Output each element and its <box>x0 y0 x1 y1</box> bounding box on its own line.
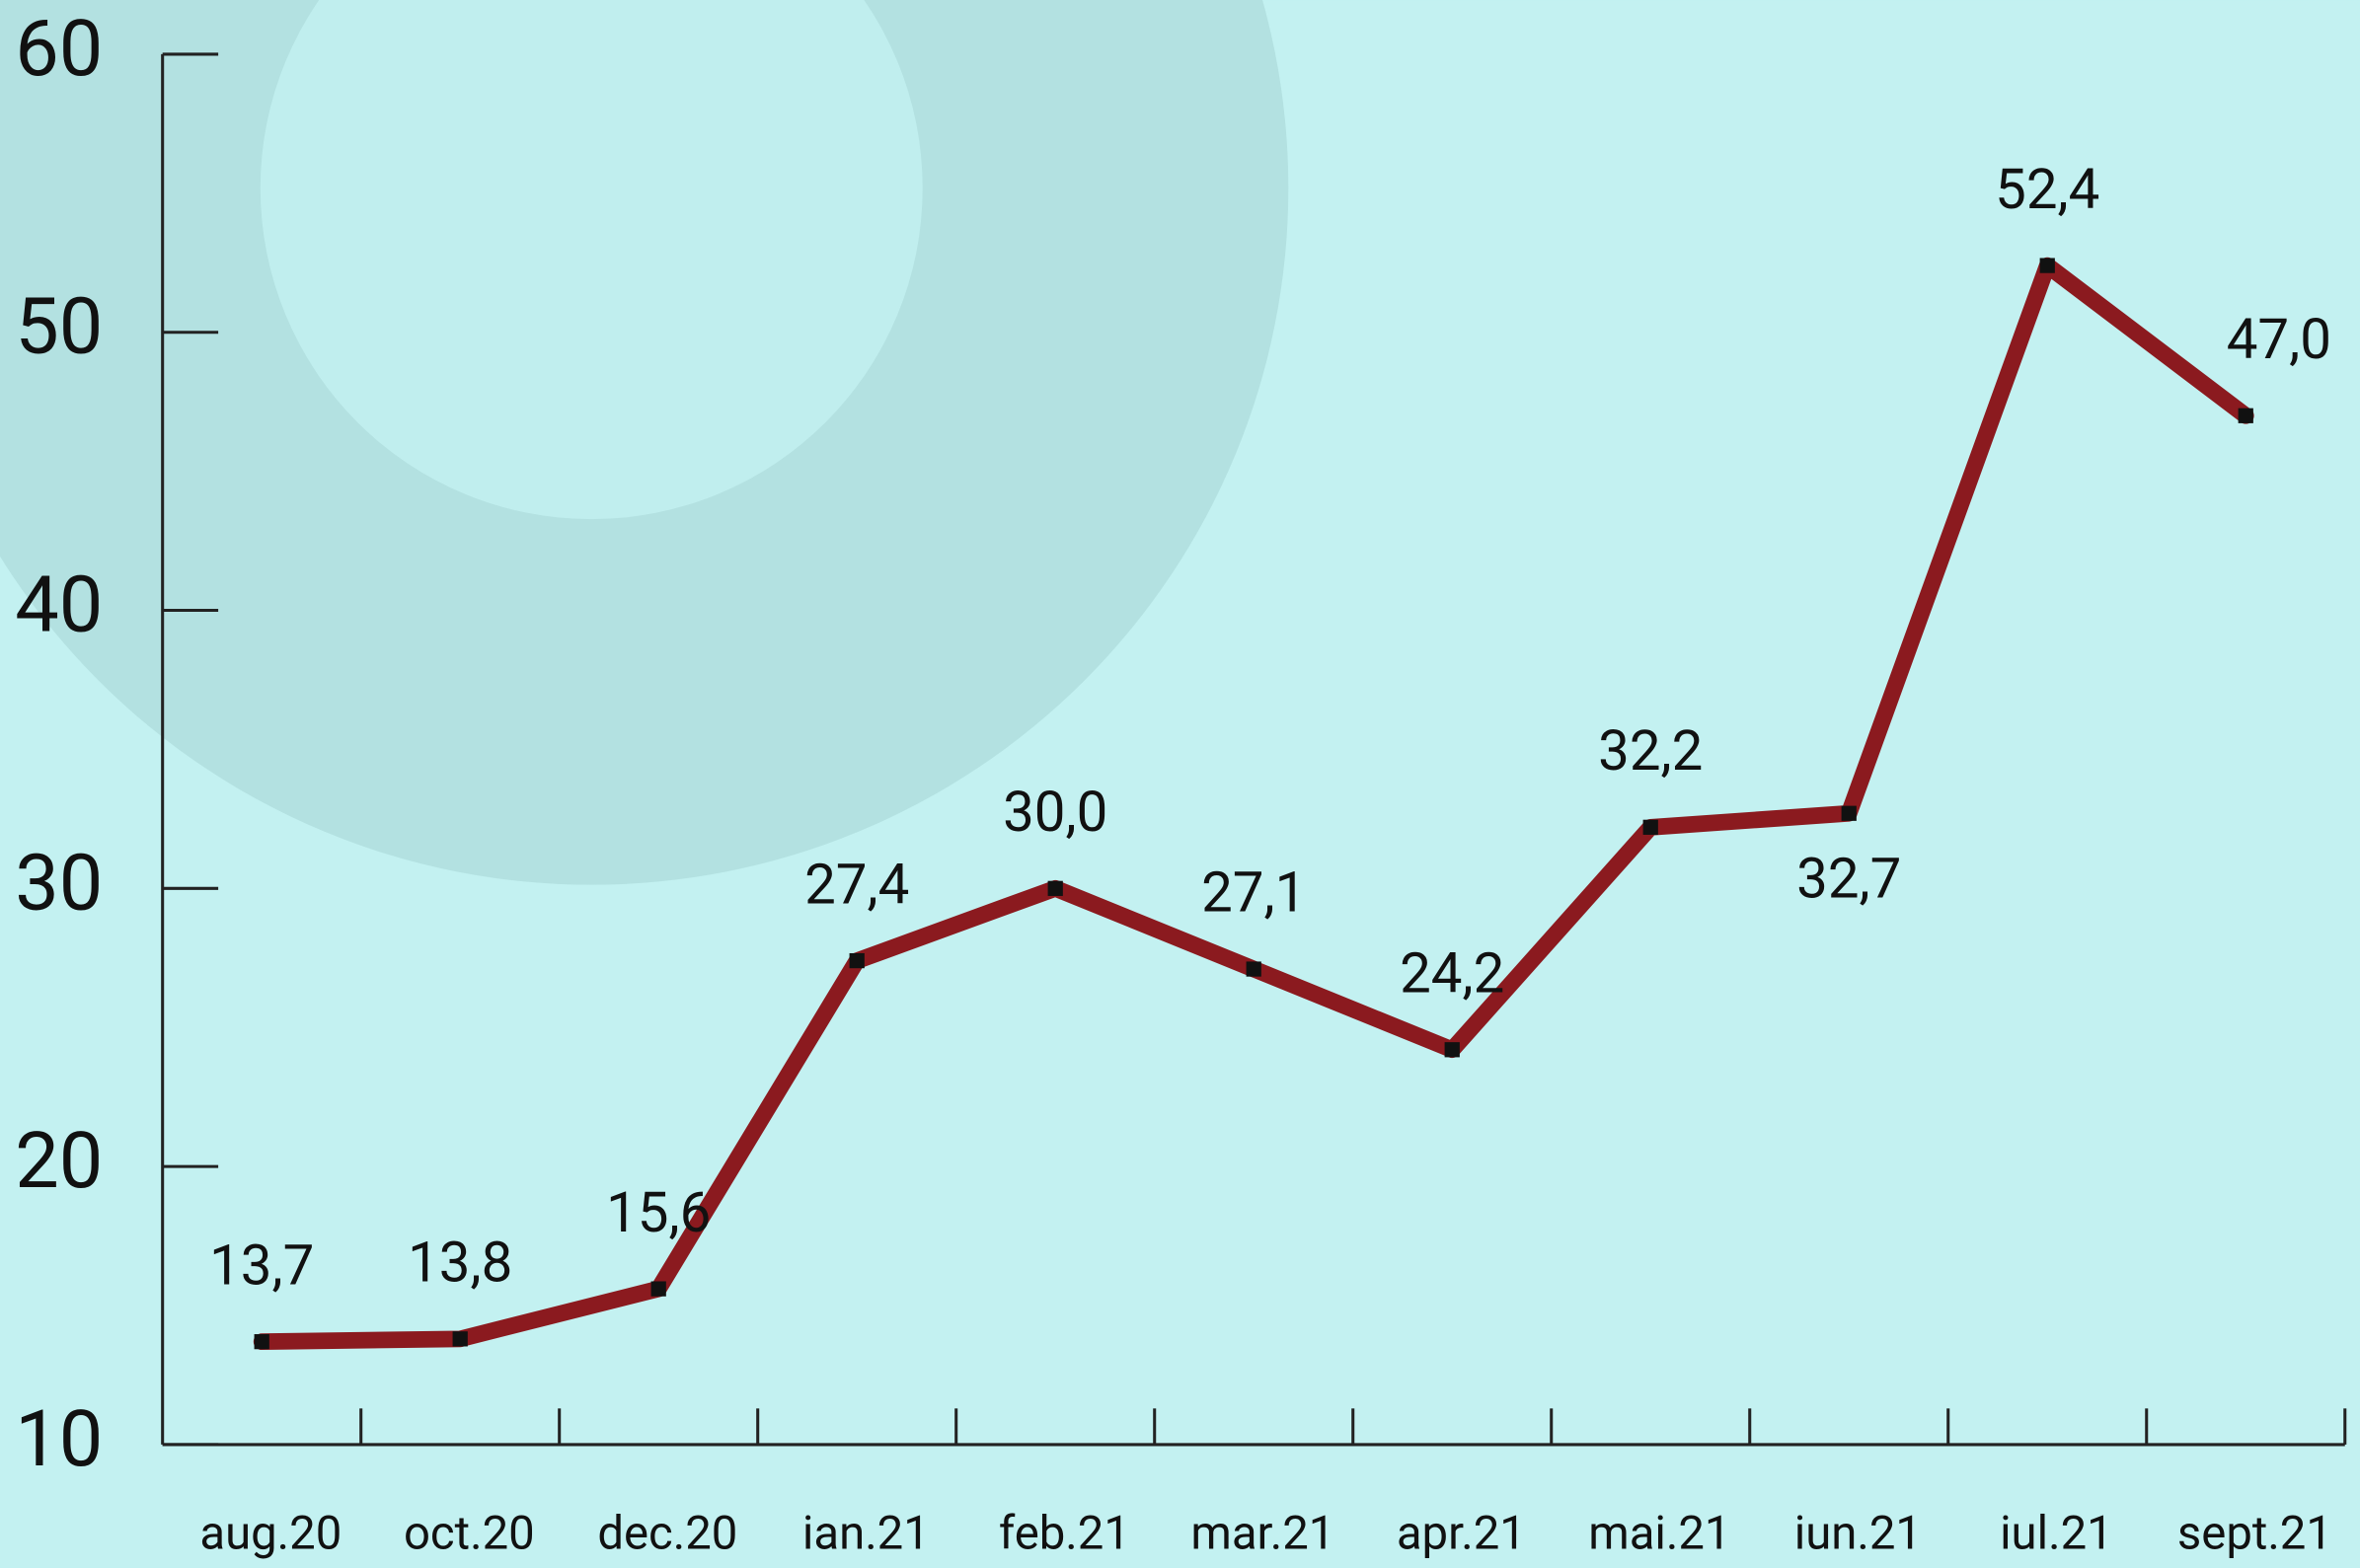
x-tick-label: feb.21 <box>999 1505 1130 1560</box>
x-tick-label: sept.21 <box>2177 1505 2332 1560</box>
value-label: 30,0 <box>1003 780 1107 845</box>
y-tick-label: 30 <box>15 837 103 929</box>
x-tick-label: iun.21 <box>1794 1505 1922 1560</box>
y-tick-label: 10 <box>15 1393 103 1485</box>
marker <box>254 1334 269 1350</box>
x-tick-label: mai.21 <box>1588 1505 1730 1560</box>
value-label: 13,8 <box>408 1231 512 1296</box>
x-tick-label: iul.21 <box>2000 1505 2113 1560</box>
value-label: 24,2 <box>1400 940 1504 1006</box>
y-tick-label: 60 <box>15 3 103 95</box>
marker <box>849 952 865 969</box>
x-tick-label: dec.20 <box>597 1505 737 1560</box>
x-tick-label: apr.21 <box>1397 1505 1526 1560</box>
value-label: 32,7 <box>1796 846 1901 911</box>
value-label: 13,7 <box>209 1232 314 1298</box>
marker <box>2238 408 2253 423</box>
x-tick-label: oct.20 <box>404 1505 535 1560</box>
y-tick-label: 50 <box>15 281 103 373</box>
x-tick-label: aug.20 <box>199 1505 342 1560</box>
marker <box>1841 805 1857 821</box>
value-label: 52,4 <box>1995 157 2099 222</box>
marker <box>1246 961 1261 977</box>
x-tick-label: ian.21 <box>802 1505 930 1560</box>
x-tick-label: mar.21 <box>1190 1505 1334 1560</box>
y-tick-label: 20 <box>15 1115 103 1207</box>
marker <box>650 1281 666 1297</box>
value-label: 27,4 <box>804 852 909 917</box>
value-label: 27,1 <box>1201 860 1306 926</box>
y-tick-label: 40 <box>15 559 103 650</box>
value-label: 32,2 <box>1598 718 1703 784</box>
value-label: 15,6 <box>606 1180 711 1245</box>
marker <box>1642 819 1658 835</box>
marker <box>1444 1042 1460 1058</box>
marker <box>1047 880 1063 896</box>
marker <box>2039 258 2055 273</box>
value-label: 47,0 <box>2227 307 2331 372</box>
decor-circle <box>260 0 923 520</box>
marker <box>452 1331 468 1347</box>
